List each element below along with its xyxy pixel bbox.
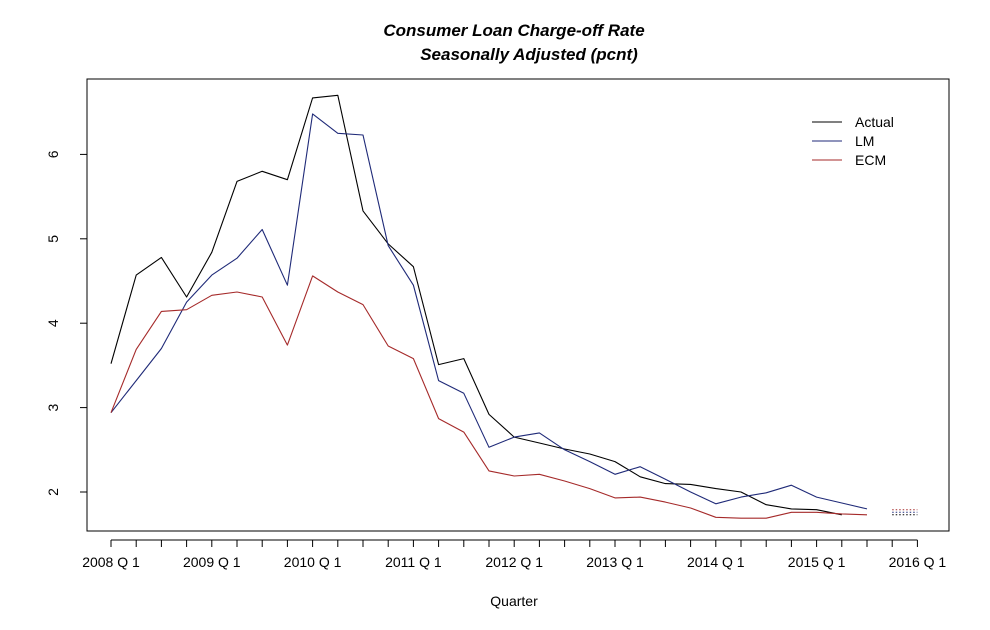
y-tick-label: 5 — [45, 235, 61, 243]
y-tick-label: 2 — [45, 488, 61, 496]
y-tick-label: 3 — [45, 403, 61, 411]
x-tick-label: 2011 Q 1 — [385, 554, 442, 570]
x-tick-label: 2014 Q 1 — [687, 554, 745, 570]
plot-frame — [86, 78, 950, 532]
series-line-actual — [110, 94, 842, 516]
series-layer — [110, 94, 868, 519]
legend-label-actual: Actual — [855, 114, 894, 130]
x-tick-label: 2016 Q 1 — [889, 554, 947, 570]
x-axis: 2008 Q 1 2009 Q 1 2010 Q 1 2011 Q 1 2012 Q 1… — [82, 539, 947, 570]
series-line-ecm — [110, 275, 868, 519]
y-axis: 2 3 4 5 6 — [45, 150, 88, 496]
x-tick-label: 2013 Q 1 — [586, 554, 644, 570]
legend-label-lm: LM — [855, 133, 874, 149]
x-tick-label: 2010 Q 1 — [284, 554, 342, 570]
y-tick-label: 6 — [45, 150, 61, 158]
chart-subtitle: Seasonally Adjusted (pcnt) — [420, 45, 638, 64]
chart-title: Consumer Loan Charge-off Rate — [383, 21, 644, 40]
x-tick-label: 2015 Q 1 — [788, 554, 846, 570]
series-line-lm — [110, 113, 868, 510]
forecast-layer — [892, 509, 918, 516]
legend-label-ecm: ECM — [855, 152, 886, 168]
legend: Actual LM ECM — [812, 114, 894, 168]
x-tick-label: 2012 Q 1 — [485, 554, 543, 570]
x-axis-label: Quarter — [490, 593, 538, 609]
x-tick-label: 2008 Q 1 — [82, 554, 140, 570]
x-tick-label: 2009 Q 1 — [183, 554, 241, 570]
y-tick-label: 4 — [45, 319, 61, 327]
